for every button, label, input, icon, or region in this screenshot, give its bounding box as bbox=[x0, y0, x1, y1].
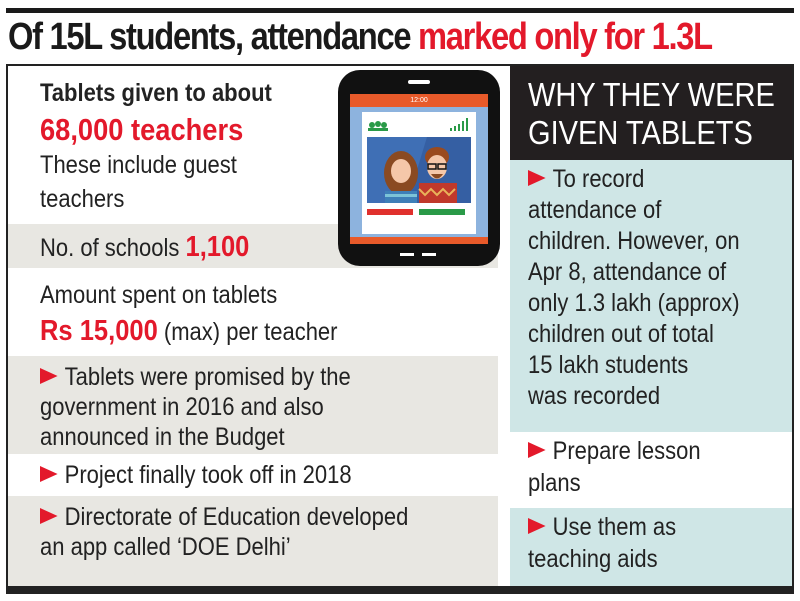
people-icon bbox=[384, 137, 471, 203]
reason-attendance-line5: only 1.3 lakh (approx) bbox=[528, 289, 740, 317]
tablet-illustration: 12:00 bbox=[338, 70, 500, 266]
headline-black: Of 15L students, attendance bbox=[8, 16, 419, 58]
video-call-photo bbox=[367, 137, 471, 203]
bullet-promised-line3: announced in the Budget bbox=[40, 423, 285, 451]
why-heading-line2: GIVEN TABLETS bbox=[528, 114, 753, 151]
schools-label: No. of schools bbox=[40, 234, 186, 262]
reason-attendance-line7: 15 lakh students bbox=[528, 351, 689, 379]
accept-bar bbox=[419, 209, 465, 215]
why-heading-line1: WHY THEY WERE bbox=[528, 76, 775, 113]
reason-attendance-line2: attendance of bbox=[528, 196, 662, 224]
tablets-count: 68,000 teachers bbox=[40, 112, 244, 147]
tablets-line4: teachers bbox=[40, 185, 125, 213]
reason-attendance-line3: children. However, on bbox=[528, 227, 740, 255]
bullet-promised: Tablets were promised by the government … bbox=[8, 356, 498, 454]
tablets-line1: Tablets given to about bbox=[40, 79, 272, 107]
people-and-signal-icon bbox=[368, 118, 468, 131]
amount-label: Amount spent on tablets bbox=[40, 281, 278, 309]
arrow-icon bbox=[40, 508, 58, 524]
bullet-promised-line1: Tablets were promised by the bbox=[40, 362, 351, 392]
bullet-project: Project finally took off in 2018 bbox=[8, 454, 498, 496]
arrow-icon bbox=[40, 368, 58, 384]
infographic-frame: Tablets given to about 68,000 teachers T… bbox=[6, 64, 794, 594]
reason-attendance-line6: children out of total bbox=[528, 320, 714, 348]
reason-aids-line2: teaching aids bbox=[528, 545, 658, 573]
amount-suffix: (max) per teacher bbox=[157, 318, 338, 346]
why-heading: WHY THEY WERE GIVEN TABLETS bbox=[510, 66, 792, 160]
reason-teaching-aids: Use them as teaching aids bbox=[510, 508, 792, 586]
amount-row: Rs 15,000 (max) per teacher bbox=[40, 316, 338, 347]
bullet-app-line1: Directorate of Education developed bbox=[40, 502, 408, 532]
reason-lesson-line2: plans bbox=[528, 469, 581, 497]
decline-bar bbox=[367, 209, 413, 215]
amount-value: Rs 15,000 bbox=[40, 315, 158, 347]
bullet-promised-line2: government in 2016 and also bbox=[40, 393, 324, 421]
schools-value: 1,100 bbox=[185, 231, 250, 263]
headline-red: marked only for 1.3L bbox=[418, 16, 713, 58]
bullet-app: Directorate of Education developed an ap… bbox=[8, 496, 498, 586]
schools-row: No. of schools 1,100 bbox=[40, 232, 249, 263]
right-column: WHY THEY WERE GIVEN TABLETS To record at… bbox=[510, 66, 792, 586]
tablet-home-button bbox=[400, 253, 414, 256]
reason-attendance-line4: Apr 8, attendance of bbox=[528, 258, 727, 286]
tablets-line3: These include guest bbox=[40, 151, 237, 179]
tablet-speaker bbox=[408, 80, 430, 84]
bullet-app-line2: an app called ‘DOE Delhi’ bbox=[40, 533, 291, 561]
tablet-panel bbox=[362, 112, 476, 234]
amount-section: Amount spent on tablets Rs 15,000 (max) … bbox=[8, 268, 498, 356]
tablet-screen: 12:00 bbox=[350, 94, 488, 244]
headline: Of 15L students, attendance marked only … bbox=[8, 12, 713, 62]
top-rule bbox=[6, 8, 794, 13]
tablet-statusbar: 12:00 bbox=[350, 94, 488, 107]
reason-attendance-line8: was recorded bbox=[528, 382, 661, 410]
reason-aids-line1: Use them as bbox=[528, 512, 676, 543]
arrow-icon bbox=[528, 170, 546, 186]
reason-attendance: To record attendance of children. Howeve… bbox=[510, 160, 792, 432]
arrow-icon bbox=[528, 518, 546, 534]
tablet-home-button bbox=[422, 253, 436, 256]
reason-attendance-line1: To record bbox=[528, 164, 644, 195]
reason-lesson-line1: Prepare lesson bbox=[528, 436, 701, 467]
reason-lesson-plans: Prepare lesson plans bbox=[510, 432, 792, 508]
tablet-bottombar bbox=[350, 237, 488, 244]
arrow-icon bbox=[528, 442, 546, 458]
bullet-project-line1: Project finally took off in 2018 bbox=[40, 460, 352, 490]
arrow-icon bbox=[40, 466, 58, 482]
